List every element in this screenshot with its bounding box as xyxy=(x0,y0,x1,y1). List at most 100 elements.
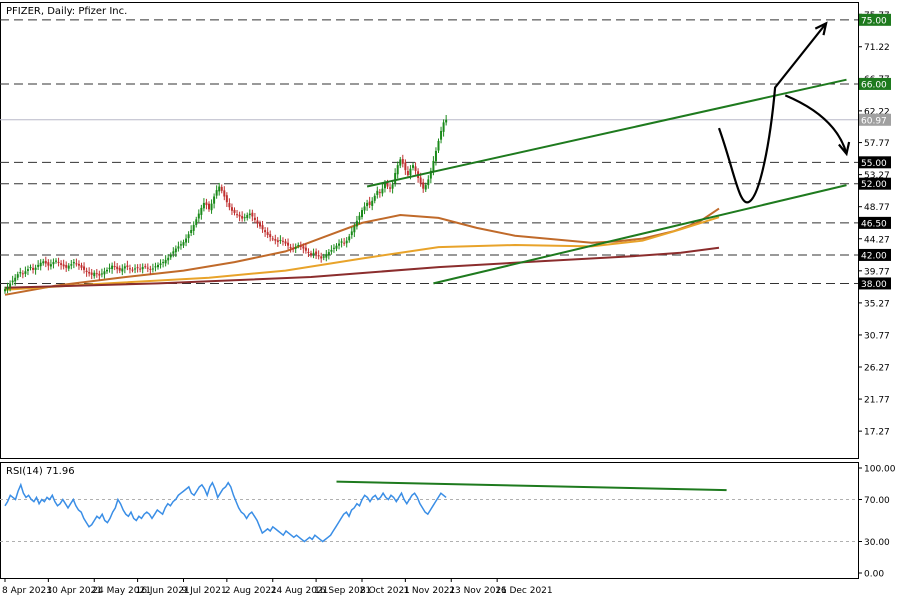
candle-body xyxy=(310,253,312,255)
candle-body xyxy=(116,266,119,270)
moving-average-line xyxy=(4,246,720,289)
candle-body xyxy=(230,207,233,211)
candle-body xyxy=(47,262,50,266)
candle-body xyxy=(269,234,272,238)
candle-body xyxy=(284,241,287,244)
candle-body xyxy=(141,267,144,270)
candle-body xyxy=(327,252,330,255)
candle-body xyxy=(215,190,218,196)
candle-body xyxy=(307,251,310,253)
candle-body xyxy=(19,272,22,274)
level-label: 52.00 xyxy=(861,180,887,190)
candle-body xyxy=(172,251,175,254)
time-tick-label: 16 Dec 2021 xyxy=(495,586,553,596)
candle-body xyxy=(9,283,12,287)
price-tick-label: 39.77 xyxy=(864,267,890,277)
candle-body xyxy=(294,247,297,249)
candle-body xyxy=(412,165,414,168)
candle-body xyxy=(126,265,129,268)
time-tick-label: 16 Jun 2021 xyxy=(136,586,190,596)
moving-average-line xyxy=(4,207,720,296)
candle-body xyxy=(445,119,448,123)
candle-body xyxy=(213,196,216,204)
candle-body xyxy=(16,274,19,278)
candle-body xyxy=(432,160,435,173)
price-tick-label: 53.27 xyxy=(864,171,890,181)
candle-body xyxy=(70,264,73,266)
candle-body xyxy=(246,215,249,219)
candle-body xyxy=(383,183,386,189)
price-tick-label: 48.77 xyxy=(864,203,890,213)
candle-body xyxy=(157,264,159,268)
level-label: 75.00 xyxy=(861,16,887,26)
time-tick-label: 8 Oct 2021 xyxy=(360,586,410,596)
candle-body xyxy=(103,271,106,275)
candle-body xyxy=(427,179,430,186)
candle-body xyxy=(271,238,274,240)
candle-body xyxy=(261,225,264,230)
candle-body xyxy=(399,159,402,166)
rsi-pane-frame xyxy=(0,462,859,579)
time-tick-label: 23 Nov 2021 xyxy=(449,586,507,596)
candle-body xyxy=(350,231,353,236)
candle-body xyxy=(55,260,57,262)
time-tick-label: 24 May 2021 xyxy=(92,586,151,596)
candle-body xyxy=(62,264,65,267)
projection-arrow-head xyxy=(814,21,828,36)
candle-body xyxy=(281,240,284,242)
candle-body xyxy=(39,262,42,267)
candle-body xyxy=(179,244,182,246)
candle-body xyxy=(220,186,223,191)
candle-body xyxy=(146,267,149,269)
candle-body xyxy=(44,260,47,264)
candle-body xyxy=(368,201,371,206)
price-tick-label: 30.77 xyxy=(864,331,890,341)
candle-body xyxy=(404,162,407,171)
candle-body xyxy=(128,268,131,270)
time-tick-label: 2 Aug 2021 xyxy=(225,586,277,596)
time-tick-label: 1 Nov 2021 xyxy=(403,586,455,596)
time-tick-label: 16 Sep 2021 xyxy=(314,586,371,596)
candle-body xyxy=(361,210,363,218)
candle-body xyxy=(292,248,295,250)
candle-body xyxy=(4,289,6,292)
level-label-box xyxy=(859,77,891,90)
price-tick-label: 26.27 xyxy=(864,364,890,374)
candle-body xyxy=(93,272,96,277)
candle-body xyxy=(98,273,101,276)
rsi-pane: 100.00 70.00 30.00 0.00 xyxy=(0,462,896,580)
current-price-label: 60.97 xyxy=(861,116,887,126)
time-tick-label: 8 Apr 2021 xyxy=(2,586,52,596)
candle-body xyxy=(241,216,244,219)
candle-body xyxy=(177,246,180,249)
candle-body xyxy=(279,239,282,241)
candle-body xyxy=(386,182,389,187)
candle-body xyxy=(343,242,346,244)
candle-body xyxy=(259,223,261,227)
candle-body xyxy=(75,263,78,265)
candle-body xyxy=(340,241,343,243)
candle-body xyxy=(34,267,37,270)
candle-body xyxy=(253,217,256,221)
trendline xyxy=(433,184,847,285)
candle-body xyxy=(406,171,409,176)
candle-body xyxy=(338,243,341,246)
candle-body xyxy=(363,206,366,211)
candle-body xyxy=(218,186,221,192)
candle-body xyxy=(236,214,239,216)
candle-body xyxy=(60,263,63,265)
candle-body xyxy=(118,267,121,271)
candle-body xyxy=(144,266,147,268)
candle-body xyxy=(192,225,195,231)
candle-body xyxy=(29,267,32,269)
candle-body xyxy=(381,188,384,194)
rsi-tick-label: 30.00 xyxy=(864,538,890,548)
candle-body xyxy=(83,266,86,270)
candle-body xyxy=(185,238,188,243)
candle-body xyxy=(108,267,111,270)
candle-body xyxy=(113,266,116,268)
level-label-box xyxy=(859,13,891,26)
candle-body xyxy=(442,122,445,132)
